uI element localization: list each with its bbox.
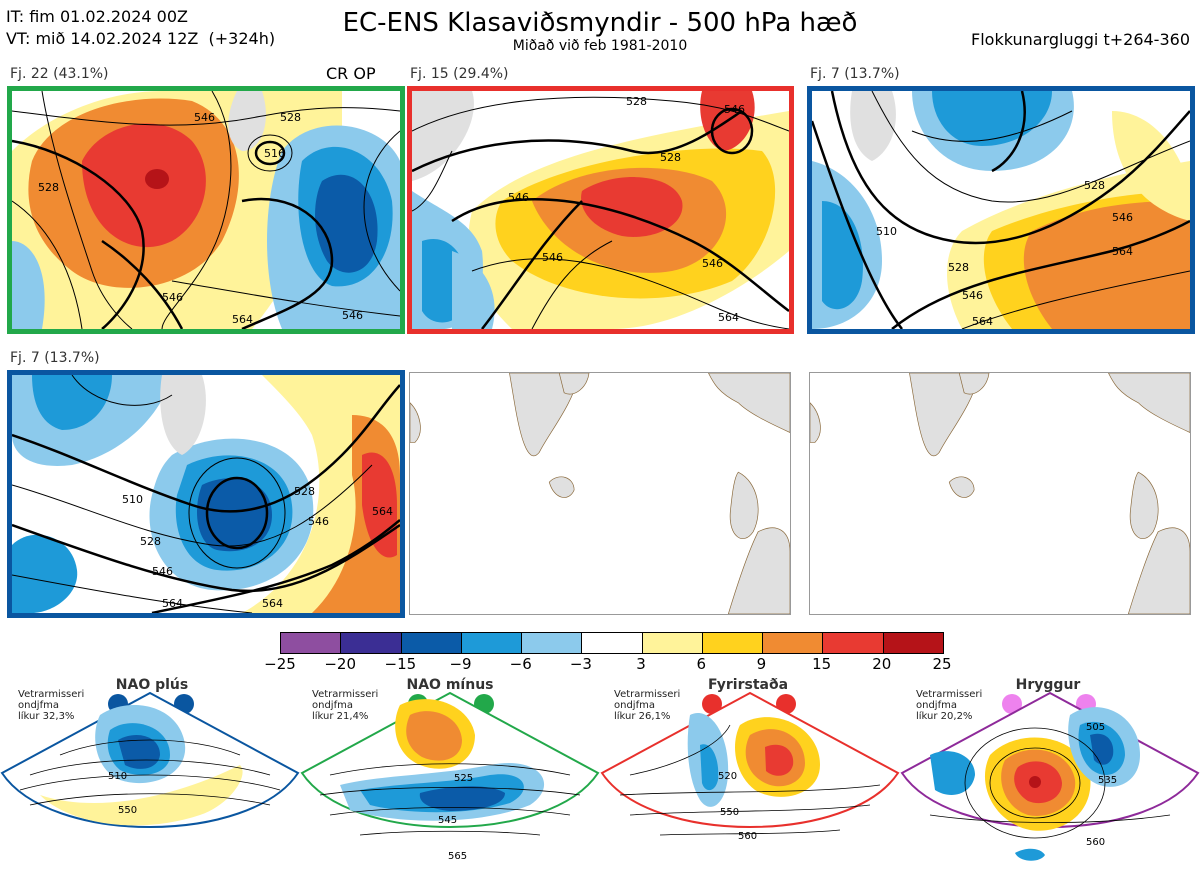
contour-label: 528 — [1084, 179, 1105, 192]
contour-label: 546 — [162, 291, 183, 304]
valid-time: VT: mið 14.02.2024 12Z (+324h) — [6, 29, 276, 48]
contour-label: 510 — [108, 771, 127, 782]
contour-label: 560 — [1086, 837, 1105, 848]
contour-label: 535 — [1098, 775, 1117, 786]
colorbar-swatch — [702, 633, 764, 653]
contour-label: 550 — [720, 807, 739, 818]
cluster-map-3: 510 528 546 546 564 564 528 — [807, 86, 1195, 334]
contour-label: 564 — [972, 315, 993, 328]
contour-label: 546 — [152, 565, 173, 578]
contour-label: 528 — [140, 535, 161, 548]
regime-fan-4: 505 535 560 — [900, 691, 1200, 861]
empty-map-5 — [409, 372, 791, 615]
colorbar-tick-label: 6 — [696, 655, 707, 673]
contour-label: 545 — [438, 815, 457, 826]
colorbar-tick-label: 3 — [636, 655, 646, 673]
panel-3-label: Fj. 7 (13.7%) — [810, 66, 900, 82]
regime-marker-dot — [1002, 694, 1022, 714]
regime-note-1: Vetrarmisseri ondjfma líkur 32,3% — [18, 689, 85, 722]
panel-1-operational-tag: CR OP — [326, 64, 376, 83]
colorbar-tick-label: −6 — [509, 655, 532, 673]
contour-label: 564 — [262, 597, 283, 610]
cluster-map-2: 528 546 528 546 546 564 546 — [407, 86, 794, 334]
regime-marker-dot — [702, 694, 722, 714]
contour-label: 525 — [454, 773, 473, 784]
contour-label: 560 — [738, 831, 757, 842]
regime-title-1: NAO plús — [115, 677, 189, 693]
colorbar — [280, 632, 944, 654]
colorbar-swatch — [763, 633, 824, 653]
contour-label: 564 — [372, 505, 393, 518]
contour-label: 546 — [962, 289, 983, 302]
contour-label: 510 — [122, 493, 143, 506]
colorbar-swatch — [642, 633, 703, 653]
colorbar-labels: −25 −20 −15 −9 −6 −3 3 6 9 15 20 25 — [264, 655, 951, 675]
contour-label: 564 — [718, 311, 739, 324]
contour-label: 564 — [232, 313, 253, 326]
colorbar-swatch — [823, 633, 884, 653]
contour-label: 546 — [508, 191, 529, 204]
colorbar-swatch — [341, 633, 402, 653]
contour-label: 528 — [38, 181, 59, 194]
contour-label: 546 — [724, 103, 745, 116]
regime-fan-1: 510 550 — [0, 691, 300, 828]
colorbar-swatch — [401, 633, 462, 653]
contour-label: 520 — [718, 771, 737, 782]
panel-2-label: Fj. 15 (29.4%) — [410, 66, 509, 82]
page-title: EC-ENS Klasaviðsmyndir - 500 hPa hæð — [342, 8, 858, 38]
panel-4-label: Fj. 7 (13.7%) — [10, 350, 100, 366]
contour-label: 505 — [1086, 722, 1105, 733]
colorbar-swatch — [582, 633, 643, 653]
regime-fan-2: 525 545 565 — [300, 691, 600, 862]
contour-label: 564 — [162, 597, 183, 610]
regime-title-2: NAO mínus — [406, 677, 494, 693]
contour-label: 528 — [280, 111, 301, 124]
header-info: IT: fim 01.02.2024 00Z VT: mið 14.02.202… — [6, 6, 275, 50]
regime-row: NAO plús Vetrarmisseri ondjfma líkur 32,… — [0, 675, 1200, 871]
cluster-map-4: 510 528 546 564 564 528 546 564 — [7, 370, 405, 618]
colorbar-tick-label: −3 — [569, 655, 592, 673]
colorbar-swatch — [522, 633, 583, 653]
colorbar-swatch — [461, 633, 523, 653]
colorbar-tick-label: −15 — [384, 655, 417, 673]
colorbar-tick-label: 25 — [932, 655, 952, 673]
classification-window: Flokkunargluggi t+264-360 — [971, 30, 1190, 49]
colorbar-tick-label: 15 — [812, 655, 832, 673]
colorbar-tick-label: −25 — [264, 655, 296, 673]
cluster-map-1: 528 546 516 528 546 546 564 — [7, 86, 405, 334]
regime-note-4: Vetrarmisseri ondjfma líkur 20,2% — [916, 689, 983, 722]
panel-1-label: Fj. 22 (43.1%) — [10, 66, 109, 82]
contour-label: 546 — [342, 309, 363, 322]
contour-label: 564 — [1112, 245, 1133, 258]
regime-fan-3: 520 550 560 — [600, 691, 900, 842]
contour-label: 546 — [194, 111, 215, 124]
regime-title-4: Hryggur — [1015, 677, 1081, 693]
colorbar-tick-label: −9 — [449, 655, 472, 673]
contour-label: 550 — [118, 805, 137, 816]
contour-label: 565 — [448, 851, 467, 862]
contour-label: 546 — [702, 257, 723, 270]
contour-label: 510 — [876, 225, 897, 238]
contour-label: 528 — [626, 95, 647, 108]
page-subtitle: Miðað við feb 1981-2010 — [512, 38, 688, 54]
contour-label: 546 — [542, 251, 563, 264]
regime-title-3: Fyrirstaða — [707, 677, 789, 693]
contour-label: 528 — [948, 261, 969, 274]
init-time: IT: fim 01.02.2024 00Z — [6, 7, 188, 26]
regime-note-3: Vetrarmisseri ondjfma líkur 26,1% — [614, 689, 681, 722]
colorbar-swatch — [883, 633, 943, 653]
contour-label: 516 — [264, 147, 285, 160]
regime-note-2: Vetrarmisseri ondjfma líkur 21,4% — [312, 689, 379, 722]
contour-label: 528 — [660, 151, 681, 164]
colorbar-tick-label: 20 — [872, 655, 892, 673]
contour-label: 528 — [294, 485, 315, 498]
contour-label: 546 — [1112, 211, 1133, 224]
colorbar-tick-label: −20 — [324, 655, 356, 673]
empty-map-6 — [809, 372, 1191, 615]
colorbar-tick-label: 9 — [756, 655, 767, 673]
colorbar-swatch — [281, 633, 342, 653]
contour-label: 546 — [308, 515, 329, 528]
